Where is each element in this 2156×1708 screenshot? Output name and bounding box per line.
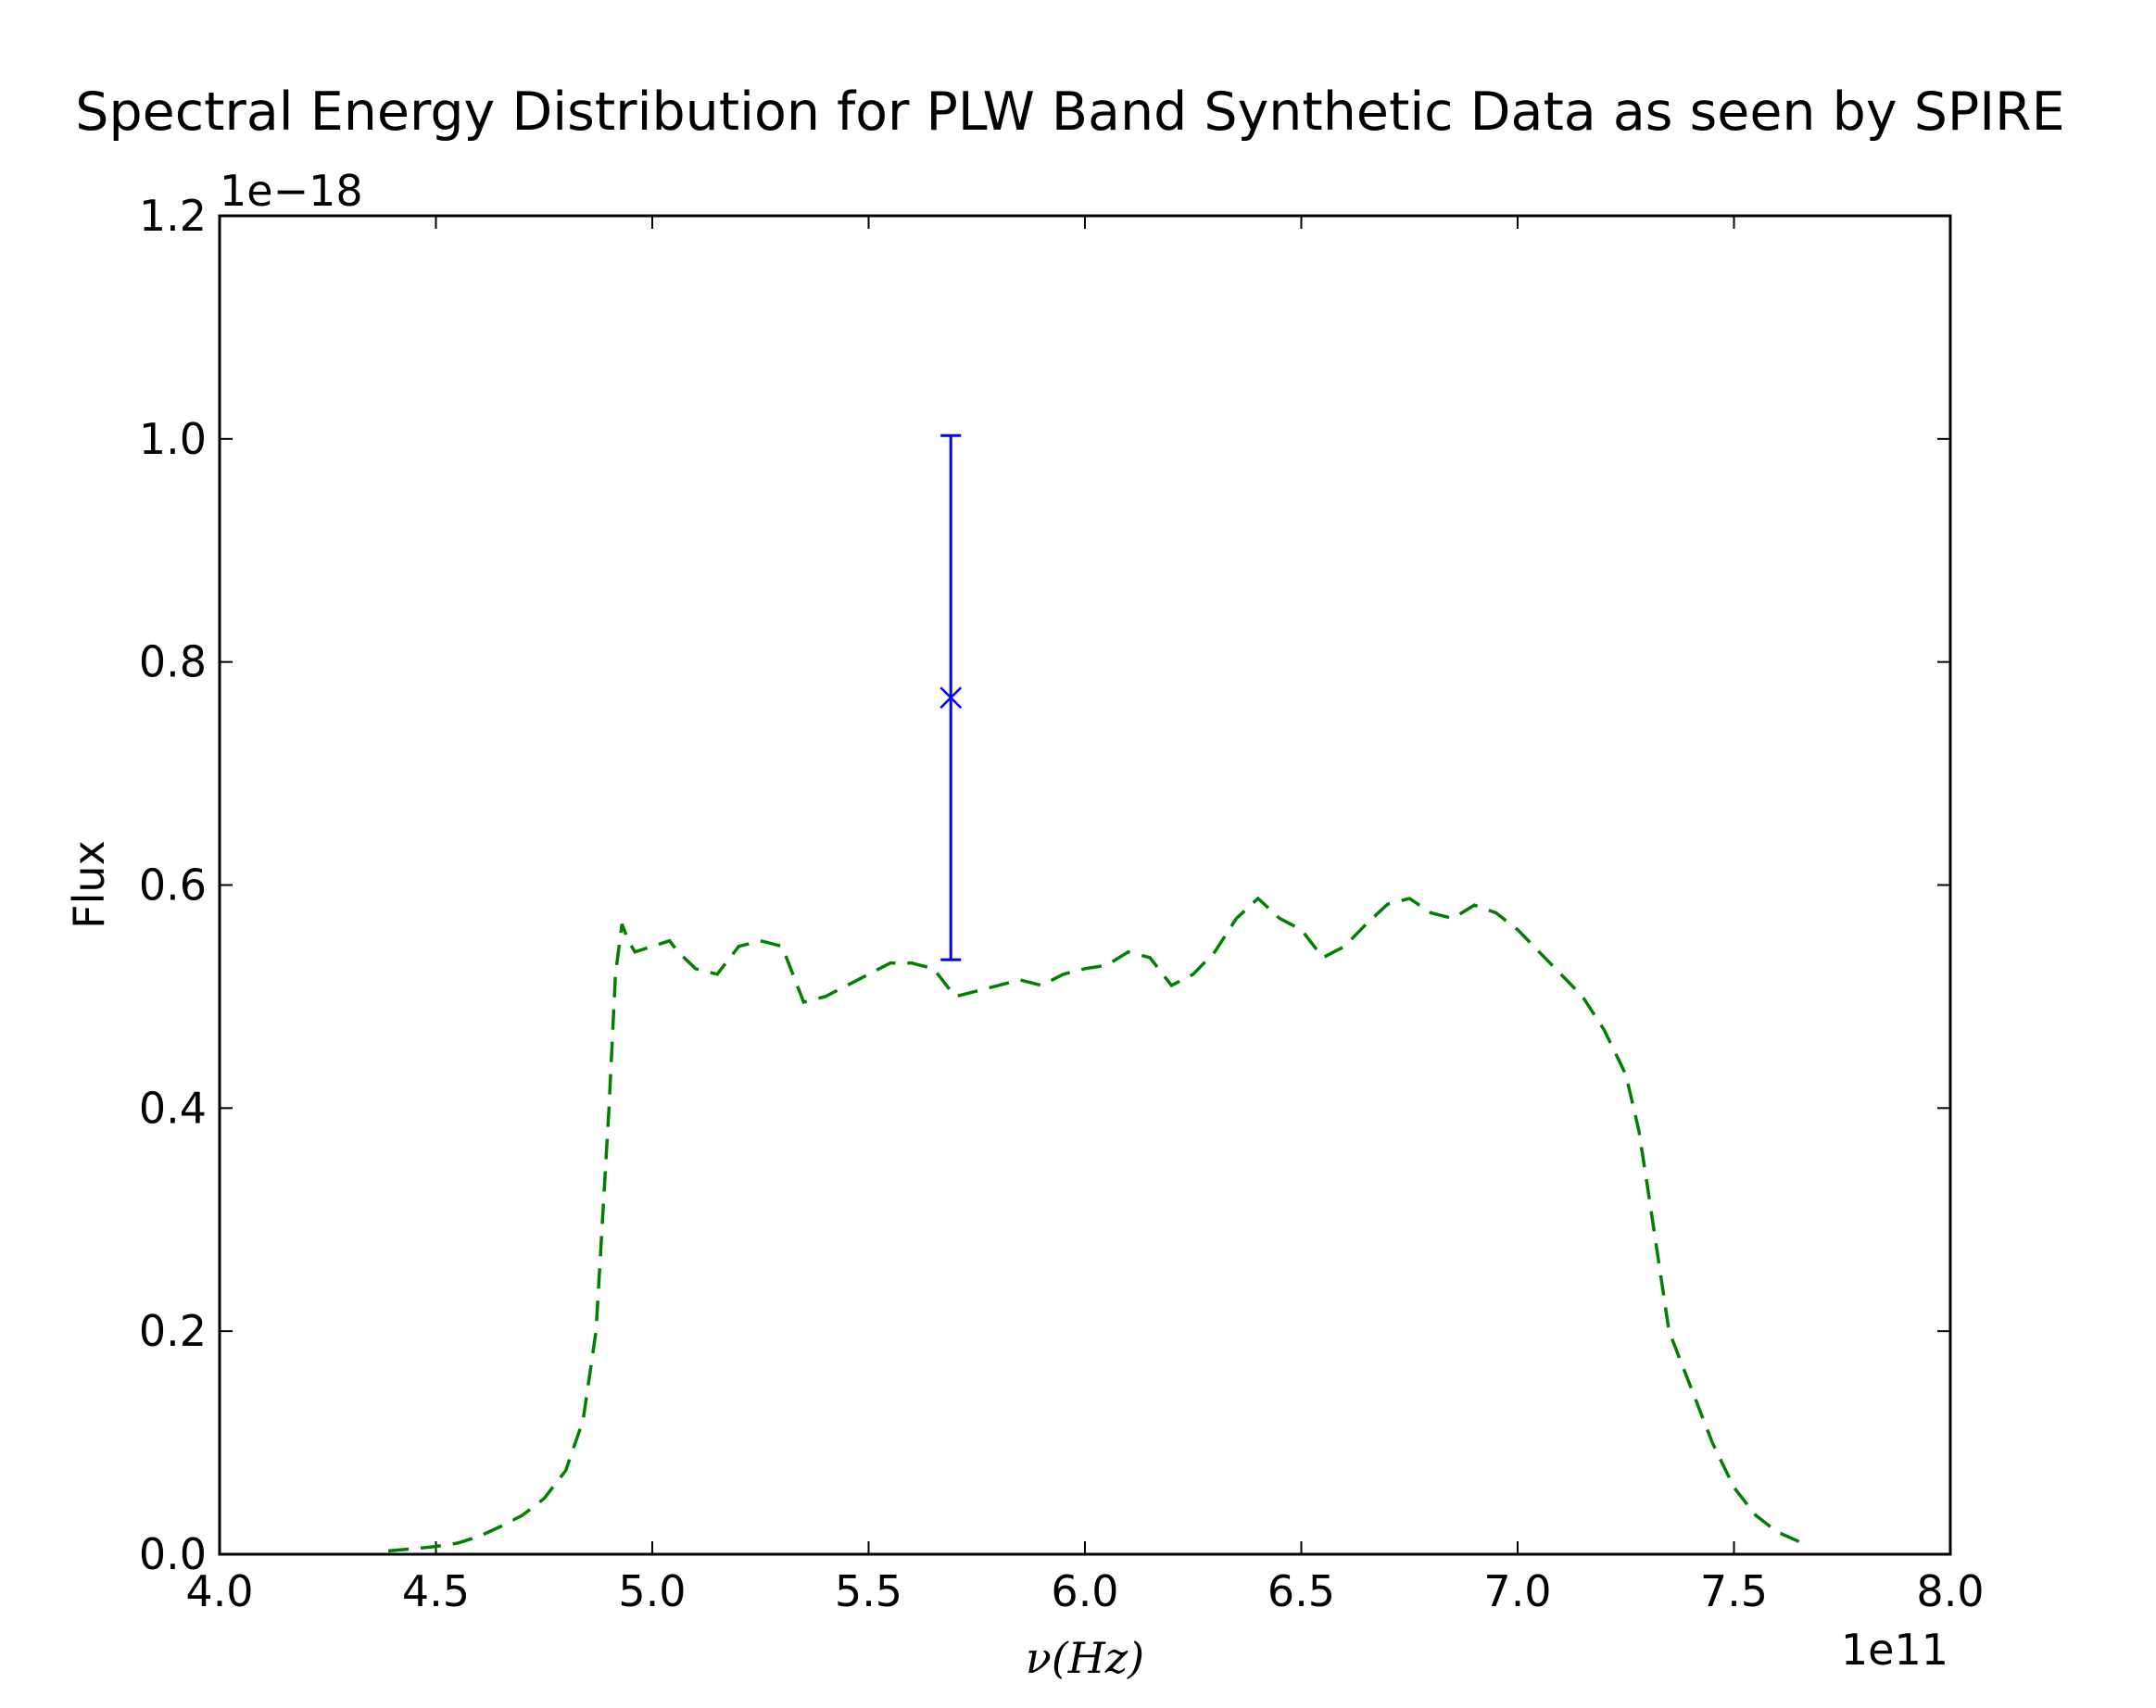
- ticks-layer: 4.0 4.5 5.0 5.5 6.0 6.5 7.0 7.5 8.0 0.0 0.2 0.4 0.6 0…: [139, 191, 1985, 1616]
- y-tick-label: 0.8: [139, 637, 207, 687]
- plot-area: [218, 214, 1952, 1556]
- x-axis-label: ν(Hz): [1026, 1633, 1144, 1683]
- x-tick-label: 6.5: [1267, 1566, 1335, 1616]
- x-tick-label: 4.5: [402, 1566, 470, 1616]
- y-tick-label: 0.2: [139, 1306, 207, 1356]
- y-tick-label: 1.2: [139, 191, 207, 241]
- data-point-x-marker: [939, 686, 963, 710]
- y-offset-label: 1e−18: [220, 166, 363, 216]
- x-tick-label: 6.0: [1051, 1566, 1118, 1616]
- x-tick-label: 5.5: [835, 1566, 902, 1616]
- y-tick-label: 0.6: [139, 860, 207, 911]
- x-tick-label: 7.5: [1700, 1566, 1768, 1616]
- x-tick-label: 5.0: [618, 1566, 686, 1616]
- y-axis-label: Flux: [64, 840, 114, 929]
- y-tick-label: 0.4: [139, 1083, 207, 1133]
- chart-title: Spectral Energy Distribution for PLW Ban…: [75, 82, 2064, 143]
- x-tick-label: 7.0: [1483, 1566, 1551, 1616]
- y-tick-label: 0.0: [139, 1529, 207, 1579]
- series-layer: [387, 433, 1809, 1553]
- x-tick-label: 4.0: [185, 1566, 253, 1616]
- sed-curve-line: [387, 896, 1809, 1553]
- x-tick-label: 8.0: [1916, 1566, 1984, 1616]
- y-tick-label: 1.0: [139, 414, 207, 464]
- x-offset-label: 1e11: [1841, 1625, 1948, 1675]
